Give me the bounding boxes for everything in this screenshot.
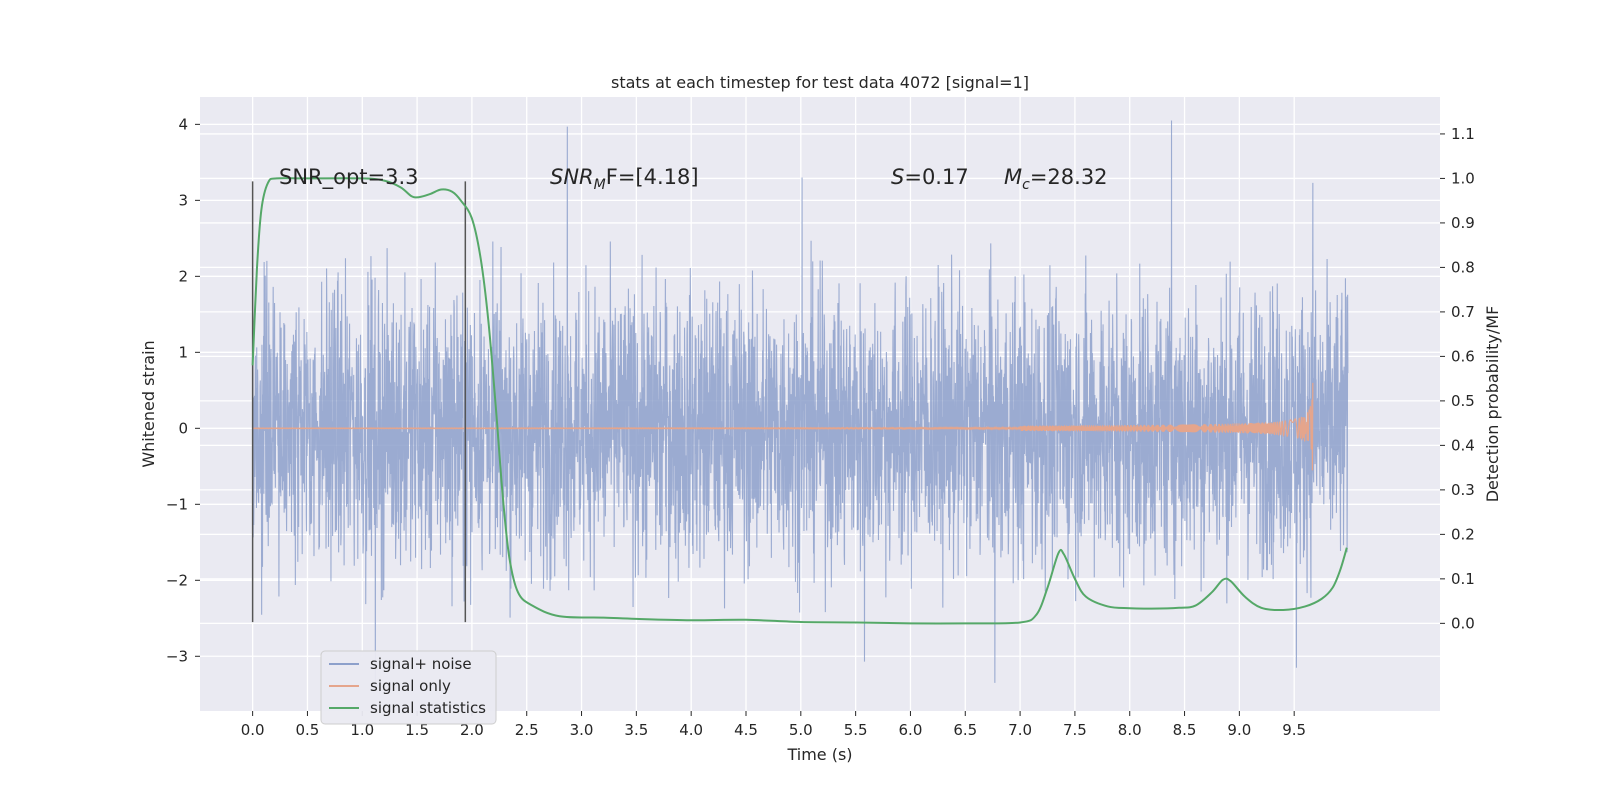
x-tick-label: 0.0 bbox=[241, 721, 265, 739]
mc-symbol: M bbox=[1004, 165, 1022, 189]
x-axis-ticks: 0.0 0.5 1.0 1.5 2.0 2.5 3.0 3.5 4.0 4.5 5.0 5.5 6.0 6… bbox=[241, 711, 1306, 739]
x-tick-label: 7.0 bbox=[1008, 721, 1032, 739]
y-tick-label: 3 bbox=[178, 191, 188, 209]
x-tick-label: 9.0 bbox=[1227, 721, 1251, 739]
s-symbol: S bbox=[891, 165, 904, 189]
x-tick-label: 4.5 bbox=[734, 721, 758, 739]
x-tick-label: 5.5 bbox=[844, 721, 868, 739]
s-annotation: S=0.17 bbox=[891, 165, 969, 189]
y-right-tick-label: 1.0 bbox=[1451, 169, 1475, 187]
legend-box bbox=[320, 650, 497, 725]
y-right-tick-label: 0.6 bbox=[1451, 347, 1475, 365]
snr-opt-annotation: SNR_opt=3.3 bbox=[279, 165, 419, 190]
y-tick-label: −1 bbox=[166, 495, 188, 513]
x-tick-label: 7.5 bbox=[1063, 721, 1087, 739]
x-tick-label: 6.0 bbox=[899, 721, 923, 739]
x-tick-label: 3.5 bbox=[624, 721, 648, 739]
y-tick-label: −2 bbox=[166, 571, 188, 589]
x-tick-label: 0.5 bbox=[296, 721, 320, 739]
x-tick-label: 9.5 bbox=[1282, 721, 1306, 739]
signal-only-line bbox=[252, 382, 1314, 471]
snr-mf-annotation: SNRMF=[4.18] bbox=[550, 165, 699, 193]
y-right-tick-label: 0.1 bbox=[1451, 570, 1475, 588]
y-tick-label: 1 bbox=[178, 343, 188, 361]
signal-noise-series bbox=[252, 120, 1349, 691]
y-right-tick-label: 0.3 bbox=[1451, 481, 1475, 499]
y-right-tick-label: 0.0 bbox=[1451, 614, 1475, 632]
snr-mf-subscript: M bbox=[594, 177, 606, 193]
y-axis-right-label: Detection probability/MF bbox=[1483, 306, 1502, 503]
y-tick-label: 0 bbox=[178, 419, 188, 437]
y-axis-label: Whitened strain bbox=[139, 340, 158, 467]
signal-statistics-series bbox=[251, 177, 1348, 625]
y-tick-label: 2 bbox=[178, 267, 188, 285]
x-tick-label: 1.5 bbox=[405, 721, 429, 739]
x-tick-label: 8.5 bbox=[1173, 721, 1197, 739]
y-right-tick-label: 0.4 bbox=[1451, 436, 1475, 454]
x-tick-label: 6.5 bbox=[953, 721, 977, 739]
mc-subscript: c bbox=[1022, 177, 1030, 193]
signal-statistics-line bbox=[251, 177, 1348, 625]
x-tick-label: 5.0 bbox=[789, 721, 813, 739]
y-right-tick-label: 0.8 bbox=[1451, 258, 1475, 276]
y-right-tick-label: 0.2 bbox=[1451, 525, 1475, 543]
mc-value: =28.32 bbox=[1030, 165, 1108, 189]
y-tick-label: 4 bbox=[178, 115, 188, 133]
legend-label-signal-only: signal only bbox=[370, 677, 451, 695]
y-right-tick-label: 1.1 bbox=[1451, 125, 1475, 143]
chart-title: stats at each timestep for test data 407… bbox=[611, 73, 1029, 92]
y-axis-right-ticks: 0.0 0.1 0.2 0.3 0.4 0.5 0.6 0.7 0.8 0.9 1.0 1.1 bbox=[1440, 125, 1475, 632]
x-tick-label: 4.0 bbox=[679, 721, 703, 739]
x-tick-label: 1.0 bbox=[350, 721, 374, 739]
y-tick-label: −3 bbox=[166, 647, 188, 665]
s-value: =0.17 bbox=[904, 165, 968, 189]
signal-noise-line bbox=[252, 120, 1349, 691]
window-markers bbox=[251, 181, 467, 623]
y-axis-ticks: −3 −2 −1 0 1 2 3 4 bbox=[166, 115, 200, 665]
legend-label-signal-statistics: signal statistics bbox=[370, 699, 486, 717]
mc-annotation: Mc=28.32 bbox=[1004, 165, 1108, 193]
snr-mf-base: SNR bbox=[550, 165, 594, 189]
x-tick-label: 3.0 bbox=[570, 721, 594, 739]
x-tick-label: 2.5 bbox=[515, 721, 539, 739]
legend: signal+ noise signal only signal statist… bbox=[320, 650, 497, 725]
y-right-tick-label: 0.5 bbox=[1451, 392, 1475, 410]
signal-only-series bbox=[252, 382, 1314, 471]
y-right-tick-label: 0.7 bbox=[1451, 303, 1475, 321]
x-tick-label: 8.0 bbox=[1118, 721, 1142, 739]
x-tick-label: 2.0 bbox=[460, 721, 484, 739]
legend-label-signal-noise: signal+ noise bbox=[370, 655, 472, 673]
y-right-tick-label: 0.9 bbox=[1451, 214, 1475, 232]
x-axis-label: Time (s) bbox=[786, 745, 852, 764]
snr-mf-value: F=[4.18] bbox=[606, 165, 699, 189]
